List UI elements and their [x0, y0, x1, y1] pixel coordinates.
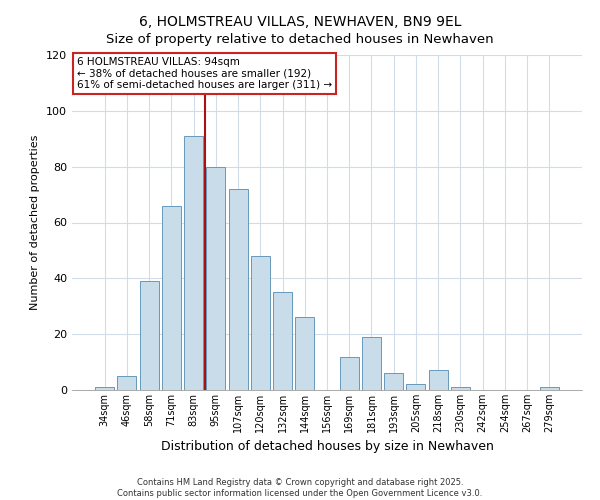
Text: Size of property relative to detached houses in Newhaven: Size of property relative to detached ho… [106, 32, 494, 46]
Bar [140, 281, 158, 390]
Bar [384, 373, 403, 390]
Bar [429, 370, 448, 390]
Bar [118, 376, 136, 390]
Bar [162, 206, 181, 390]
Text: 6 HOLMSTREAU VILLAS: 94sqm
← 38% of detached houses are smaller (192)
61% of sem: 6 HOLMSTREAU VILLAS: 94sqm ← 38% of deta… [77, 56, 332, 90]
Bar [251, 256, 270, 390]
Text: 6, HOLMSTREAU VILLAS, NEWHAVEN, BN9 9EL: 6, HOLMSTREAU VILLAS, NEWHAVEN, BN9 9EL [139, 15, 461, 29]
Bar [95, 387, 114, 390]
Bar [206, 166, 225, 390]
Y-axis label: Number of detached properties: Number of detached properties [31, 135, 40, 310]
Bar [273, 292, 292, 390]
Bar [362, 337, 381, 390]
Bar [406, 384, 425, 390]
Bar [540, 387, 559, 390]
Bar [295, 318, 314, 390]
Text: Contains HM Land Registry data © Crown copyright and database right 2025.
Contai: Contains HM Land Registry data © Crown c… [118, 478, 482, 498]
Bar [340, 356, 359, 390]
Bar [184, 136, 203, 390]
Bar [451, 387, 470, 390]
Bar [229, 189, 248, 390]
X-axis label: Distribution of detached houses by size in Newhaven: Distribution of detached houses by size … [161, 440, 493, 454]
